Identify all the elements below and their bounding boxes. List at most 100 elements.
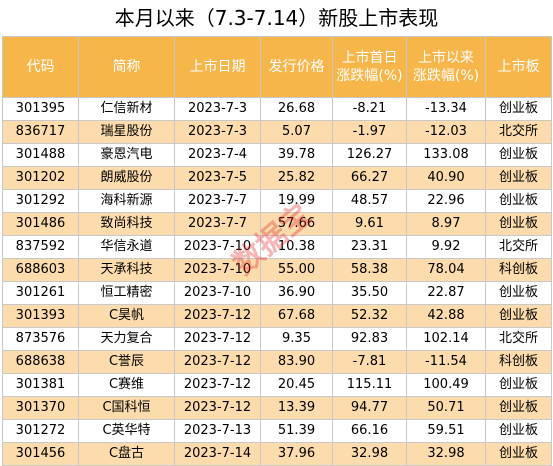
table-row: 837592 华信永道 2023-7-10 10.38 23.31 9.92 北交所 [2, 235, 552, 259]
cell-board: 创业板 [485, 143, 552, 167]
cell-name: C昊帆 [78, 304, 175, 328]
cell-listing-date: 2023-7-12 [174, 304, 261, 328]
cell-name: C英华特 [78, 419, 175, 443]
cell-name: C赛维 [78, 373, 175, 397]
cell-code: 301261 [2, 281, 79, 305]
table-row: 301272 C英华特 2023-7-13 51.39 66.16 59.51 创业板 [2, 419, 552, 443]
cell-first-day-change: 23.31 [332, 235, 407, 259]
cell-since-listing-change: 102.14 [406, 327, 486, 351]
cell-listing-date: 2023-7-10 [174, 258, 261, 282]
cell-listing-date: 2023-7-10 [174, 281, 261, 305]
table-row: 301486 致尚科技 2023-7-7 57.66 9.61 8.97 创业板 [2, 212, 552, 236]
ipo-performance-table: 代码 简称 上市日期 发行价格 上市首日 涨跌幅(%) 上市以来 涨跌幅(%) 上市板 3013… [2, 36, 552, 466]
cell-issue-price: 83.90 [260, 350, 333, 374]
cell-name: C盘古 [78, 442, 175, 466]
cell-listing-date: 2023-7-13 [174, 419, 261, 443]
cell-issue-price: 67.68 [260, 304, 333, 328]
cell-board: 北交所 [485, 327, 552, 351]
cell-first-day-change: -8.21 [332, 97, 407, 121]
table-row: 688603 天承科技 2023-7-10 55.00 58.38 78.04 科创板 [2, 258, 552, 282]
cell-name: 天力复合 [78, 327, 175, 351]
cell-issue-price: 51.39 [260, 419, 333, 443]
cell-board: 北交所 [485, 235, 552, 259]
header-col-listing-date: 上市日期 [174, 36, 261, 98]
cell-listing-date: 2023-7-7 [174, 212, 261, 236]
cell-since-listing-change: 42.88 [406, 304, 486, 328]
cell-name: 瑞星股份 [78, 120, 175, 144]
cell-code: 301393 [2, 304, 79, 328]
cell-name: 海科新源 [78, 189, 175, 213]
cell-since-listing-change: 40.90 [406, 166, 486, 190]
cell-since-listing-change: -13.34 [406, 97, 486, 121]
cell-code: 301202 [2, 166, 79, 190]
cell-first-day-change: 9.61 [332, 212, 407, 236]
cell-listing-date: 2023-7-12 [174, 396, 261, 420]
header-col-code: 代码 [2, 36, 79, 98]
cell-since-listing-change: 78.04 [406, 258, 486, 282]
cell-board: 创业板 [485, 304, 552, 328]
header-col-issue-price: 发行价格 [260, 36, 333, 98]
cell-board: 北交所 [485, 120, 552, 144]
cell-first-day-change: -1.97 [332, 120, 407, 144]
cell-first-day-change: 35.50 [332, 281, 407, 305]
cell-code: 301395 [2, 97, 79, 121]
cell-first-day-change: -7.81 [332, 350, 407, 374]
cell-since-listing-change: -11.54 [406, 350, 486, 374]
cell-code: 301381 [2, 373, 79, 397]
cell-name: 仁信新材 [78, 97, 175, 121]
cell-listing-date: 2023-7-4 [174, 143, 261, 167]
cell-first-day-change: 52.32 [332, 304, 407, 328]
cell-code: 836717 [2, 120, 79, 144]
header-col-board: 上市板 [485, 36, 552, 98]
cell-listing-date: 2023-7-7 [174, 189, 261, 213]
cell-code: 301488 [2, 143, 79, 167]
cell-issue-price: 5.07 [260, 120, 333, 144]
page-title: 本月以来（7.3-7.14）新股上市表现 [114, 6, 439, 30]
table-body: 301395 仁信新材 2023-7-3 26.68 -8.21 -13.34 创业板 836… [2, 97, 552, 466]
cell-first-day-change: 92.83 [332, 327, 407, 351]
cell-since-listing-change: 32.98 [406, 442, 486, 466]
cell-code: 688638 [2, 350, 79, 374]
cell-code: 837592 [2, 235, 79, 259]
cell-name: C誉辰 [78, 350, 175, 374]
cell-name: 天承科技 [78, 258, 175, 282]
cell-name: 华信永道 [78, 235, 175, 259]
cell-issue-price: 57.66 [260, 212, 333, 236]
table-row: 301381 C赛维 2023-7-12 20.45 115.11 100.49 创业板 [2, 373, 552, 397]
cell-since-listing-change: 50.71 [406, 396, 486, 420]
cell-board: 创业板 [485, 419, 552, 443]
cell-name: 朗威股份 [78, 166, 175, 190]
cell-listing-date: 2023-7-10 [174, 235, 261, 259]
cell-issue-price: 10.38 [260, 235, 333, 259]
table-row: 301202 朗威股份 2023-7-5 25.82 66.27 40.90 创业板 [2, 166, 552, 190]
header-col-first-day-change: 上市首日 涨跌幅(%) [332, 36, 407, 98]
cell-board: 创业板 [485, 373, 552, 397]
cell-board: 科创板 [485, 350, 552, 374]
cell-listing-date: 2023-7-3 [174, 120, 261, 144]
cell-first-day-change: 66.27 [332, 166, 407, 190]
cell-since-listing-change: 100.49 [406, 373, 486, 397]
cell-issue-price: 39.78 [260, 143, 333, 167]
table-row: 301395 仁信新材 2023-7-3 26.68 -8.21 -13.34 创业板 [2, 97, 552, 121]
cell-code: 301272 [2, 419, 79, 443]
table-row: 301456 C盘古 2023-7-14 37.96 32.98 32.98 创业板 [2, 442, 552, 466]
cell-issue-price: 55.00 [260, 258, 333, 282]
cell-listing-date: 2023-7-12 [174, 327, 261, 351]
cell-since-listing-change: 22.87 [406, 281, 486, 305]
cell-board: 创业板 [485, 212, 552, 236]
cell-issue-price: 36.90 [260, 281, 333, 305]
table-row: 836717 瑞星股份 2023-7-3 5.07 -1.97 -12.03 北交所 [2, 120, 552, 144]
cell-first-day-change: 58.38 [332, 258, 407, 282]
cell-listing-date: 2023-7-5 [174, 166, 261, 190]
table-row: 301261 恒工精密 2023-7-10 36.90 35.50 22.87 创业板 [2, 281, 552, 305]
cell-since-listing-change: 22.96 [406, 189, 486, 213]
cell-since-listing-change: -12.03 [406, 120, 486, 144]
header-col-since-listing-change: 上市以来 涨跌幅(%) [406, 36, 486, 98]
cell-board: 科创板 [485, 258, 552, 282]
cell-board: 创业板 [485, 396, 552, 420]
cell-issue-price: 13.39 [260, 396, 333, 420]
table-row: 688638 C誉辰 2023-7-12 83.90 -7.81 -11.54 科创板 [2, 350, 552, 374]
table-row: 873576 天力复合 2023-7-12 9.35 92.83 102.14 北交所 [2, 327, 552, 351]
cell-issue-price: 20.45 [260, 373, 333, 397]
table-header-row: 代码 简称 上市日期 发行价格 上市首日 涨跌幅(%) 上市以来 涨跌幅(%) 上市板 [2, 36, 552, 98]
